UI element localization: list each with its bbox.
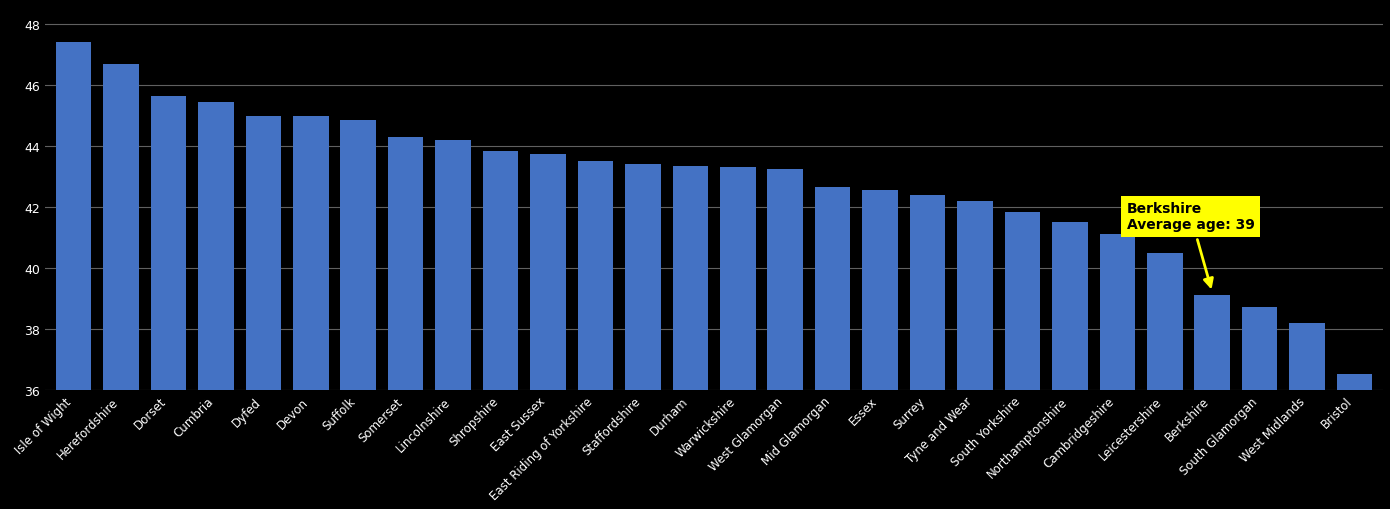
Bar bbox=[103, 65, 139, 509]
Bar bbox=[862, 191, 898, 509]
Text: Berkshire
Average age: 39: Berkshire Average age: 39 bbox=[1127, 202, 1255, 287]
Bar bbox=[1099, 235, 1136, 509]
Bar bbox=[1290, 323, 1325, 509]
Bar bbox=[1194, 296, 1230, 509]
Bar bbox=[910, 195, 945, 509]
Bar bbox=[56, 43, 92, 509]
Bar bbox=[1241, 308, 1277, 509]
Bar bbox=[388, 137, 424, 509]
Bar bbox=[958, 202, 992, 509]
Bar bbox=[815, 188, 851, 509]
Bar bbox=[1052, 223, 1088, 509]
Bar bbox=[246, 117, 281, 509]
Bar bbox=[578, 162, 613, 509]
Bar bbox=[767, 169, 803, 509]
Bar bbox=[1005, 212, 1040, 509]
Bar bbox=[435, 140, 471, 509]
Bar bbox=[673, 166, 708, 509]
Bar bbox=[530, 154, 566, 509]
Bar bbox=[720, 168, 756, 509]
Bar bbox=[150, 97, 186, 509]
Bar bbox=[1147, 253, 1183, 509]
Bar bbox=[293, 117, 328, 509]
Bar bbox=[199, 103, 234, 509]
Bar bbox=[341, 121, 377, 509]
Bar bbox=[482, 151, 518, 509]
Bar bbox=[626, 165, 660, 509]
Bar bbox=[1337, 375, 1372, 509]
